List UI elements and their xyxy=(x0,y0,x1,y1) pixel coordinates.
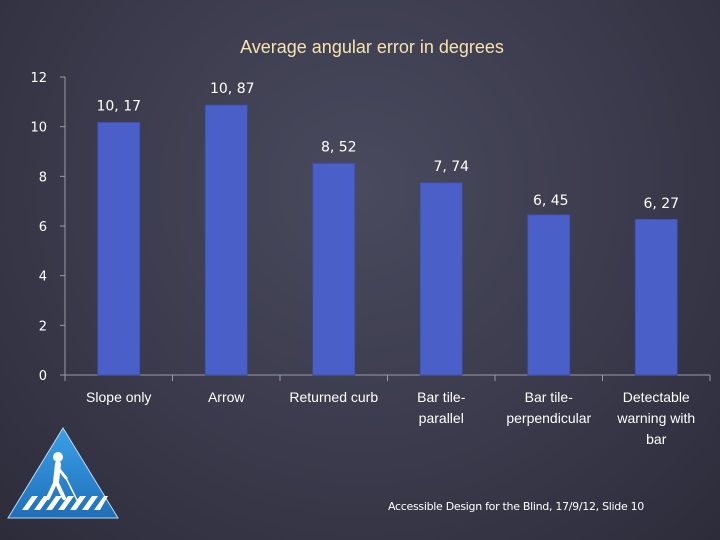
bar xyxy=(634,218,678,376)
bar xyxy=(527,214,571,376)
bar-value-label: 8, 52 xyxy=(321,139,357,155)
y-tick-label: 4 xyxy=(39,270,47,285)
x-tick-label: Bar tile-perpendicular xyxy=(506,389,591,426)
bar-value-label: 7, 74 xyxy=(433,159,469,175)
x-axis xyxy=(64,374,711,381)
bar-value-label: 10, 17 xyxy=(96,98,141,114)
bars xyxy=(97,104,678,376)
y-tick-label: 12 xyxy=(30,71,47,86)
bar xyxy=(419,182,463,376)
bar-value-label: 6, 27 xyxy=(643,196,679,212)
y-tick-label: 6 xyxy=(39,220,47,235)
x-tick-label: Detectable warning with bar xyxy=(616,389,695,447)
bar xyxy=(204,104,248,376)
x-tick-label: Bar tile-parallel xyxy=(417,389,466,426)
bar xyxy=(312,163,356,376)
slide-footer: Accessible Design for the Blind, 17/9/12… xyxy=(388,500,645,513)
category-labels: Slope only Arrow Returned curb Bar tile-par… xyxy=(86,389,695,447)
x-tick-label: Returned curb xyxy=(289,389,378,405)
bar-value-label: 6, 45 xyxy=(533,193,569,209)
bar xyxy=(97,122,141,376)
y-tick-label: 0 xyxy=(39,369,47,384)
x-tick-label: Slope only xyxy=(86,389,151,405)
bar-value-label: 10, 87 xyxy=(210,81,255,97)
y-axis: 0 2 4 6 8 10 12 xyxy=(30,71,66,384)
y-tick-label: 2 xyxy=(39,319,47,334)
x-tick-label: Arrow xyxy=(208,389,245,405)
pedestrian-crossing-logo-icon xyxy=(6,426,120,520)
y-tick-label: 10 xyxy=(30,121,47,136)
value-labels: 10, 17 10, 87 8, 52 7, 74 6, 45 6, 27 xyxy=(96,81,679,212)
chart-title: Average angular error in degrees xyxy=(240,37,504,57)
y-tick-label: 8 xyxy=(39,170,47,185)
